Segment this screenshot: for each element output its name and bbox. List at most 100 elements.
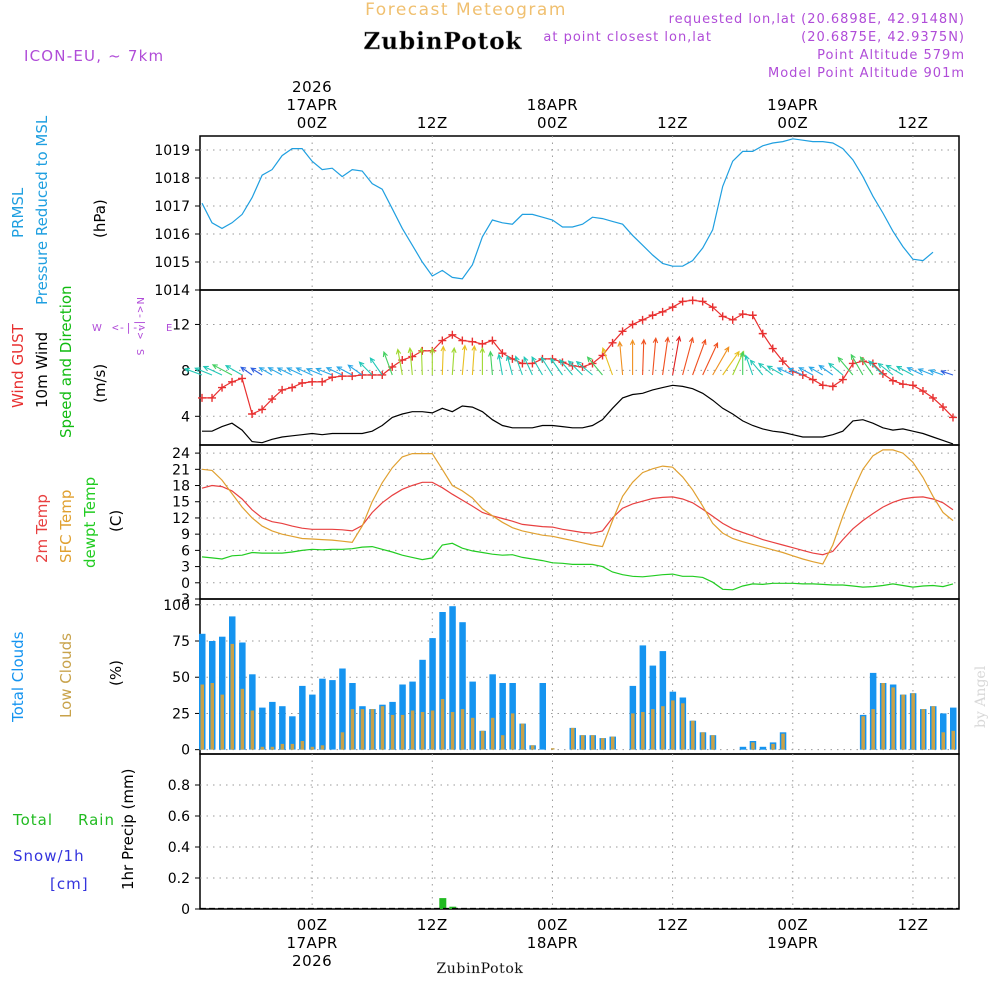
wind-arrow: [202, 365, 223, 376]
wind-arrow: [382, 350, 393, 376]
2m-temp-line: [201, 481, 954, 556]
gust-marker: [878, 369, 887, 378]
low-cloud-bar: [881, 683, 885, 750]
gust-marker: [828, 382, 837, 391]
low-cloud-bar: [751, 742, 755, 750]
compass-w: W: [92, 323, 102, 334]
low-cloud-bar: [611, 736, 615, 750]
low-cloud-bar: [931, 706, 935, 750]
total-cloud-bar: [950, 707, 957, 750]
gust-marker: [678, 297, 687, 306]
label-total: Total: [12, 811, 53, 829]
wind-arrow: [928, 369, 944, 376]
wind-arrow: [672, 335, 682, 376]
low-cloud-bar: [941, 732, 945, 750]
label-wind-gust: Wind GUST: [9, 323, 27, 408]
gust-marker: [928, 393, 937, 402]
wind-arrow: [662, 336, 670, 376]
total-cloud-bar: [539, 683, 546, 750]
total-cloud-bar: [429, 638, 436, 750]
gust-marker: [228, 377, 237, 386]
y-tick-label: 0.8: [168, 778, 190, 794]
label-sfc-temp: SFC Temp: [57, 490, 75, 563]
wind-arrow: [575, 360, 593, 376]
panel-frame: [199, 753, 960, 910]
low-cloud-bar: [410, 710, 415, 750]
wind-arrow: [808, 366, 824, 376]
total-cloud-bar: [419, 659, 426, 750]
low-cloud-bar: [641, 712, 645, 750]
bottom-time-label: 12Z: [417, 916, 448, 934]
low-cloud-bar: [450, 712, 455, 750]
wind-arrow: [211, 364, 233, 376]
wind-arrow: [702, 341, 719, 376]
low-cloud-bar: [671, 700, 675, 750]
gust-marker: [838, 375, 847, 384]
y-tick-label: 9: [181, 527, 190, 543]
y-tick-label: 100: [163, 598, 190, 614]
wind-arrow: [798, 367, 814, 376]
gust-marker: [888, 376, 897, 385]
wind-arrow: [722, 350, 740, 376]
low-cloud-bar: [280, 743, 285, 750]
requested-coords: requested lon,lat (20.6898E, 42.9148N): [669, 12, 965, 27]
total-cloud-bar: [659, 651, 667, 750]
low-cloud-bar: [360, 709, 365, 750]
y-tick-label: 1019: [154, 143, 190, 159]
y-tick-label: 25: [172, 706, 190, 722]
wind-arrow: [471, 344, 477, 376]
low-cloud-bar: [520, 723, 525, 750]
gust-marker: [768, 344, 777, 353]
wind-arrow: [828, 362, 844, 376]
gust-marker: [298, 379, 307, 387]
gust-marker: [268, 395, 277, 404]
gust-marker: [218, 383, 227, 392]
low-cloud-bar: [771, 743, 775, 750]
label-10m-wind: 10m Wind: [33, 332, 51, 408]
label-2m-temp: 2m Temp: [33, 494, 51, 563]
wind-arrow: [749, 359, 764, 376]
prmsl-line: [201, 138, 934, 280]
precip-panel: 0 0.2 0.4 0.6 0.8: [168, 753, 960, 918]
wind-arrow: [523, 356, 533, 376]
label-cm: [cm]: [50, 875, 89, 893]
y-tick-label: 1018: [154, 171, 190, 187]
low-cloud-bar: [460, 709, 465, 750]
total-cloud-bar: [489, 674, 496, 750]
wind-arrow: [837, 356, 854, 376]
wind-gust-line: [202, 299, 954, 418]
model-altitude: Model Point Altitude 901m: [768, 66, 965, 81]
wind-arrow: [240, 366, 253, 376]
low-cloud-bar: [200, 684, 204, 750]
wind-arrow: [885, 364, 904, 376]
low-cloud-bar: [871, 709, 875, 750]
location-title: ZubinPotok: [364, 28, 523, 55]
wind-arrow: [859, 356, 874, 376]
low-cloud-bar: [270, 746, 275, 750]
gust-marker: [938, 403, 947, 412]
wind-arrow: [440, 345, 446, 376]
label-rain: Rain: [78, 811, 115, 829]
y-tick-label: 0: [181, 902, 190, 918]
y-tick-label: 1014: [154, 283, 190, 299]
wind-arrow: [692, 338, 707, 376]
total-cloud-bar: [269, 701, 276, 750]
low-cloud-bar: [400, 714, 405, 750]
closest-prefix: at point closest lon,lat: [543, 30, 712, 45]
low-cloud-bar: [220, 694, 224, 750]
label-total-clouds: Total Clouds: [9, 631, 27, 723]
y-tick-label: 50: [172, 670, 190, 686]
low-cloud-bar: [480, 730, 485, 750]
label-dewpt-temp: dewpt Temp: [81, 477, 99, 568]
low-cloud-bar: [951, 730, 955, 750]
wind-arrow: [818, 364, 834, 376]
low-cloud-bar: [290, 743, 295, 750]
top-time-label: 00Z: [537, 114, 568, 132]
gust-marker: [698, 297, 707, 306]
wind-arrow: [347, 364, 363, 376]
wind-arrow: [629, 339, 636, 375]
gust-marker: [278, 385, 287, 394]
low-cloud-bar: [500, 735, 505, 750]
